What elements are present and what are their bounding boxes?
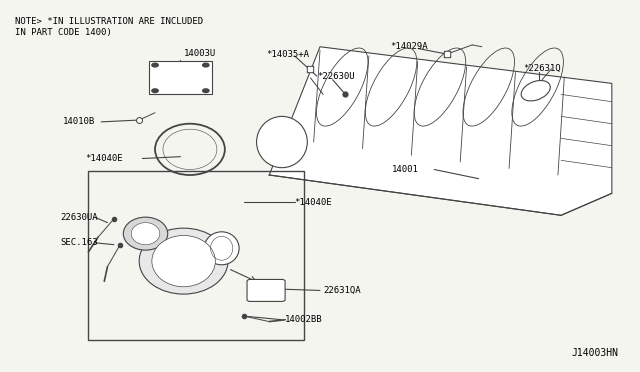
Text: 14002BB: 14002BB bbox=[285, 315, 323, 324]
Ellipse shape bbox=[521, 80, 550, 101]
Text: *14029A: *14029A bbox=[390, 42, 428, 51]
Text: 14010B: 14010B bbox=[63, 118, 95, 126]
Text: 22630UA: 22630UA bbox=[60, 213, 97, 222]
Circle shape bbox=[203, 63, 209, 67]
Circle shape bbox=[152, 89, 158, 93]
Circle shape bbox=[203, 89, 209, 93]
Text: 14003U: 14003U bbox=[184, 49, 216, 58]
Text: 14001: 14001 bbox=[392, 165, 419, 174]
Text: *22631Q: *22631Q bbox=[523, 64, 561, 73]
Bar bbox=[148, 61, 212, 94]
Ellipse shape bbox=[131, 223, 160, 245]
Text: J14003HN: J14003HN bbox=[571, 348, 618, 358]
Text: *22630U: *22630U bbox=[317, 71, 355, 81]
Ellipse shape bbox=[257, 116, 307, 168]
Text: NOTE> *IN ILLUSTRATION ARE INCLUDED
IN PART CODE 1400): NOTE> *IN ILLUSTRATION ARE INCLUDED IN P… bbox=[15, 17, 204, 37]
Polygon shape bbox=[269, 47, 612, 215]
Text: SEC.163: SEC.163 bbox=[60, 238, 97, 247]
Circle shape bbox=[152, 63, 158, 67]
Ellipse shape bbox=[139, 228, 228, 294]
Text: *14035+A: *14035+A bbox=[266, 49, 309, 58]
Ellipse shape bbox=[124, 217, 168, 250]
FancyBboxPatch shape bbox=[247, 279, 285, 301]
Ellipse shape bbox=[204, 232, 239, 265]
Text: *14040E: *14040E bbox=[294, 198, 332, 207]
Ellipse shape bbox=[152, 235, 215, 287]
Text: 22631QA: 22631QA bbox=[323, 286, 361, 295]
Bar bbox=[88, 171, 304, 340]
Text: *14040E: *14040E bbox=[85, 154, 123, 163]
